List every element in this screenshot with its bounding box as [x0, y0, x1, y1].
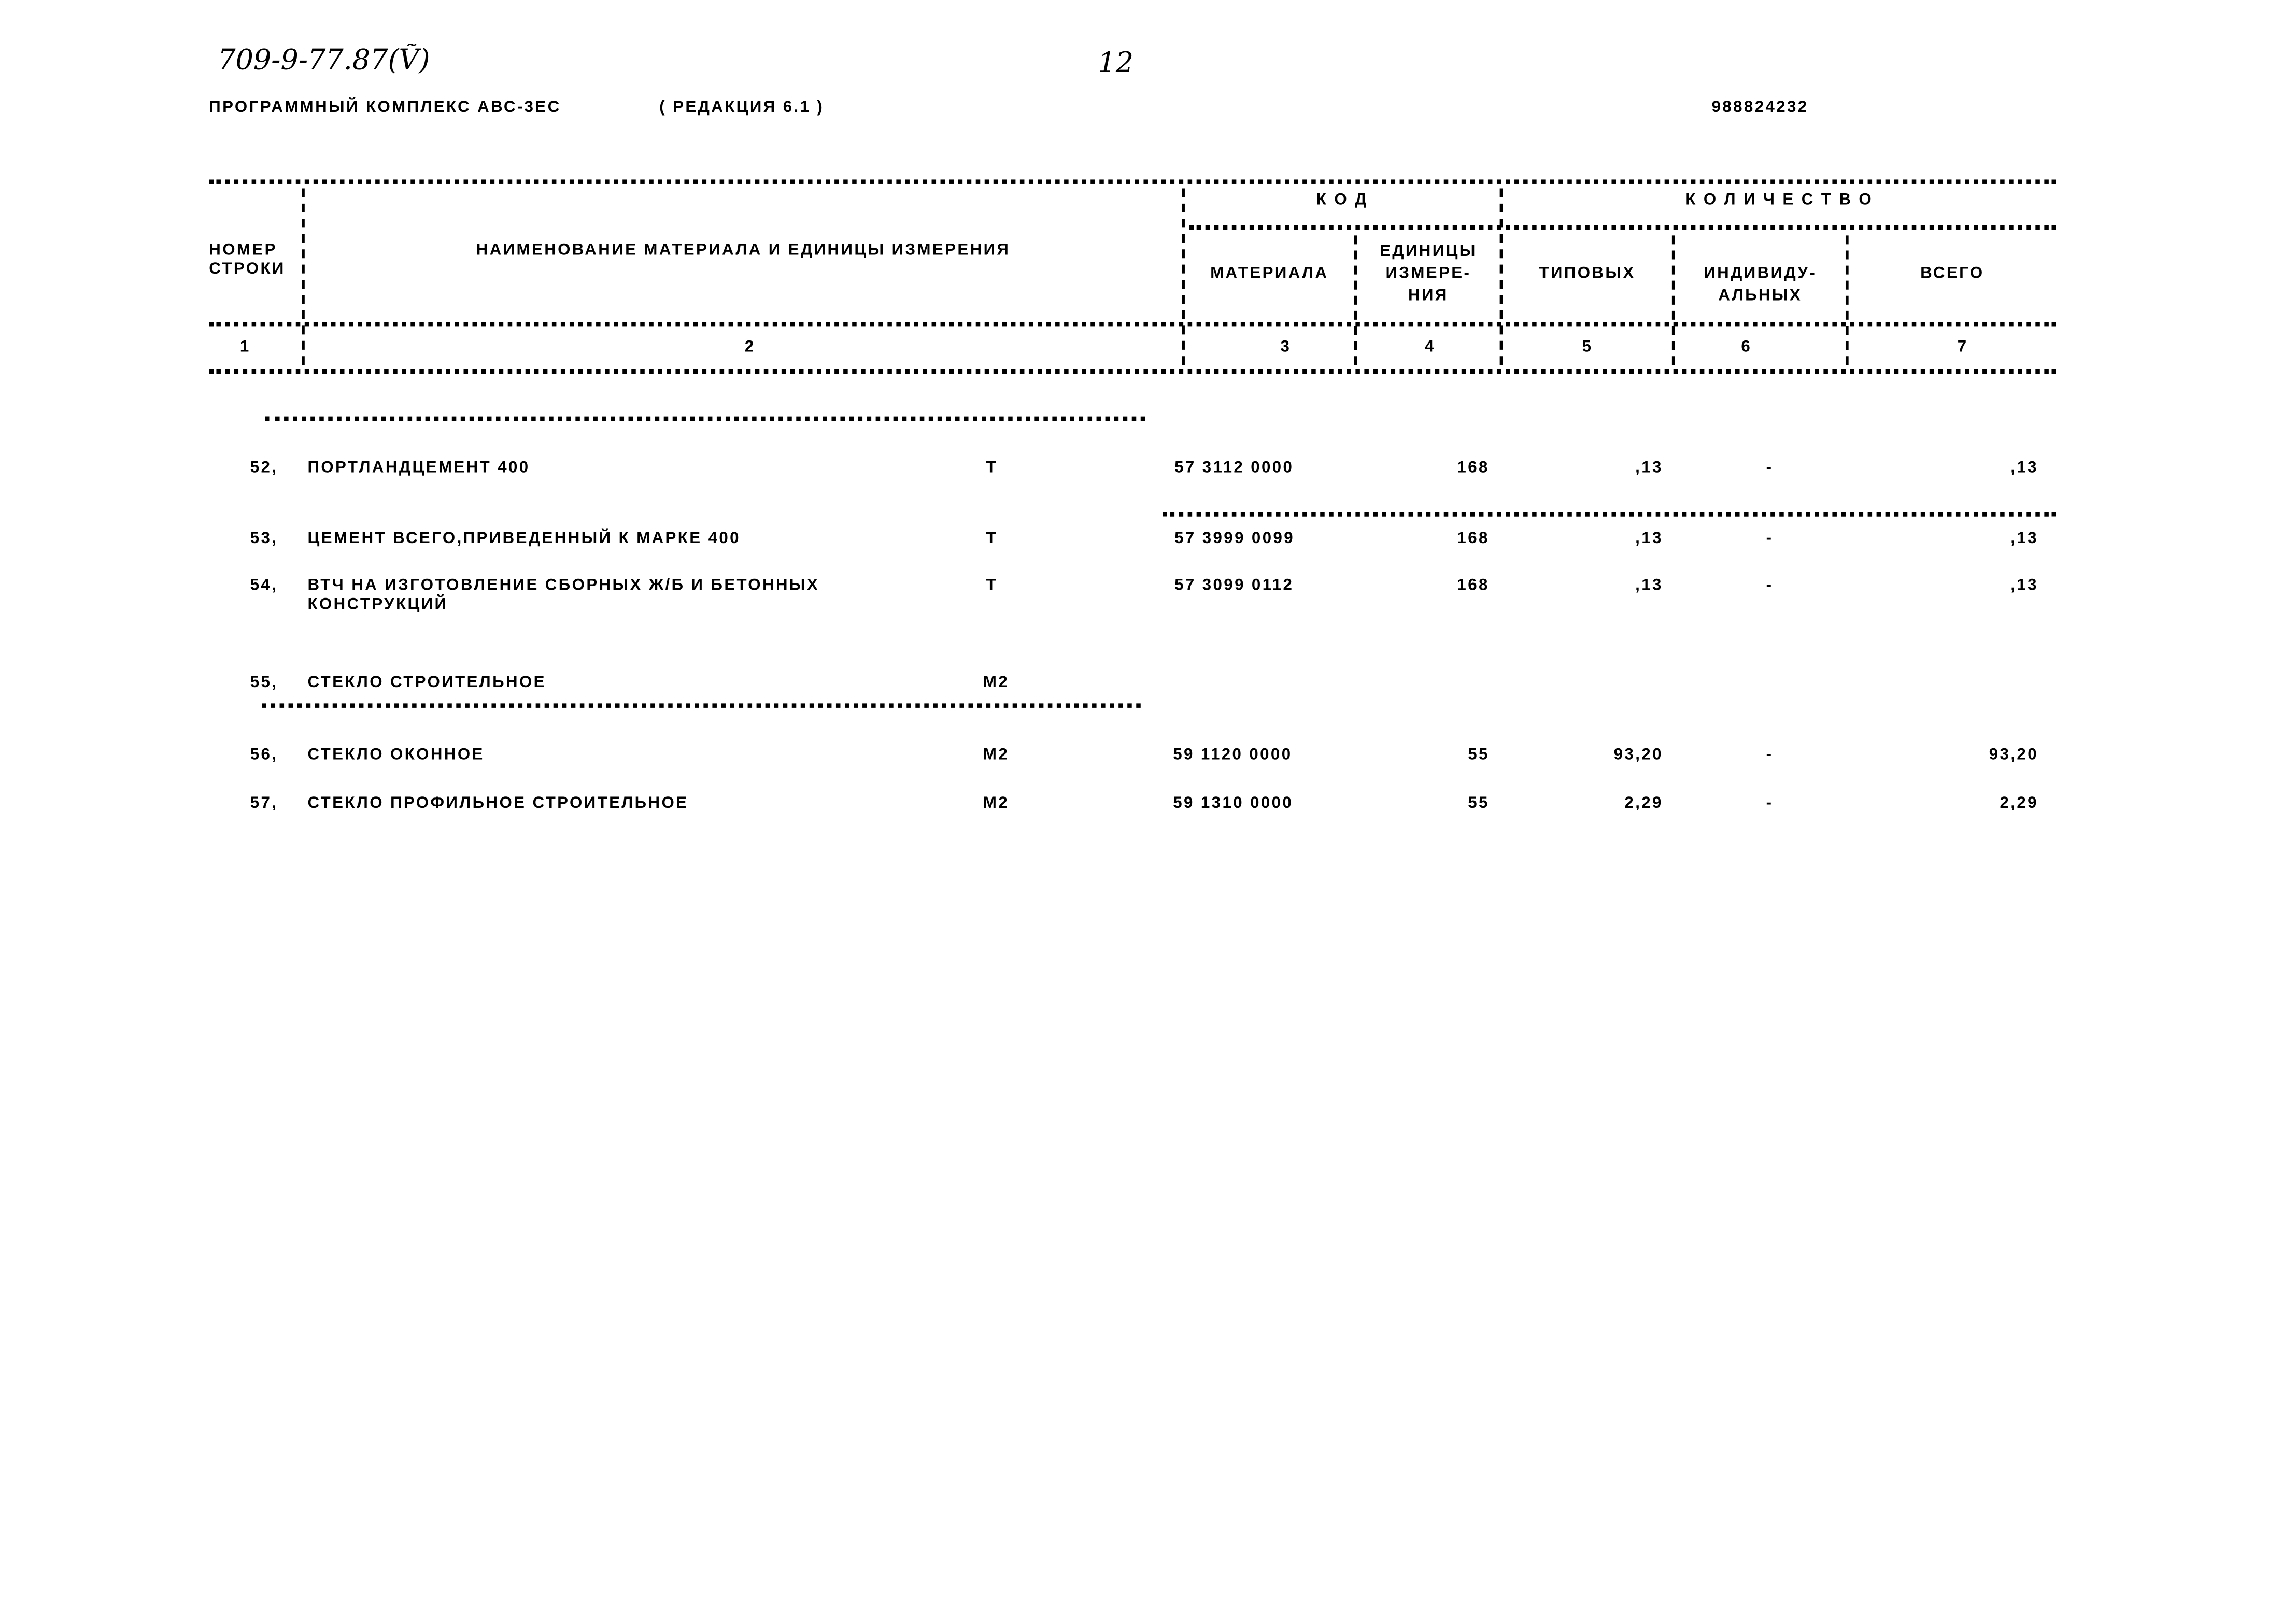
header-quantity-group: К О Л И Ч Е С Т В О	[1685, 191, 1874, 209]
individual-qty: -	[1766, 794, 1774, 813]
material-name: СТЕКЛО ПРОФИЛЬНОЕ СТРОИТЕЛЬНОЕ	[307, 794, 689, 813]
typical-qty: 93,20	[1613, 746, 1663, 764]
column-number: 7	[1957, 338, 1968, 357]
unit: Т	[986, 530, 998, 548]
material-code: 59 1310 0000	[1173, 794, 1294, 813]
unit-code: 168	[1457, 459, 1490, 477]
header-row-number-2: СТРОКИ	[209, 260, 286, 278]
row-number: 57,	[250, 794, 278, 813]
header-material: МАТЕРИАЛА	[1210, 265, 1329, 283]
row-number: 55,	[250, 674, 278, 692]
row-number: 56,	[250, 746, 278, 764]
row-number: 52,	[250, 459, 278, 477]
column-number: 6	[1741, 338, 1752, 357]
unit-code: 168	[1457, 530, 1490, 548]
individual-qty: -	[1766, 530, 1774, 548]
header-typical: ТИПОВЫХ	[1539, 265, 1636, 283]
header-individual-2: АЛЬНЫХ	[1718, 287, 1803, 305]
material-name: СТЕКЛО ОКОННОЕ	[307, 746, 485, 764]
header-row-number-1: НОМЕР	[209, 241, 277, 259]
column-number: 2	[744, 338, 756, 357]
divider	[265, 416, 1145, 421]
typical-qty: ,13	[1635, 530, 1663, 548]
unit: М2	[983, 794, 1010, 813]
divider	[209, 179, 2057, 184]
material-code: 57 3112 0000	[1174, 459, 1294, 477]
material-name: ЦЕМЕНТ ВСЕГО,ПРИВЕДЕННЫЙ К МАРКЕ 400	[307, 530, 741, 548]
row-number: 54,	[250, 577, 278, 595]
divider	[209, 369, 2057, 374]
column-number: 1	[239, 338, 251, 357]
header-code-group: К О Д	[1316, 191, 1368, 209]
total-qty: 93,20	[1989, 746, 2038, 764]
header-unit-2: ИЗМЕРЕ-	[1385, 265, 1471, 283]
typical-qty: 2,29	[1624, 794, 1663, 813]
unit-code: 55	[1468, 746, 1490, 764]
header-total: ВСЕГО	[1920, 265, 1985, 283]
divider	[209, 322, 2057, 327]
individual-qty: -	[1766, 577, 1774, 595]
material-name-cont: КОНСТРУКЦИЙ	[307, 596, 448, 614]
material-code: 57 3099 0112	[1174, 577, 1294, 595]
handwritten-doc-number: 709-9-77.87(Ṽ)	[218, 44, 430, 77]
edition: ( РЕДАКЦИЯ 6.1 )	[659, 98, 825, 117]
divider	[1845, 235, 1849, 365]
unit: Т	[986, 459, 998, 477]
unit-code: 168	[1457, 577, 1490, 595]
individual-qty: -	[1766, 746, 1774, 764]
header-individual-1: ИНДИВИДУ-	[1704, 265, 1817, 283]
material-name: ВТЧ НА ИЗГОТОВЛЕНИЕ СБОРНЫХ Ж/Б И БЕТОНН…	[307, 577, 820, 595]
typical-qty: ,13	[1635, 459, 1663, 477]
row-number: 53,	[250, 530, 278, 548]
total-qty: ,13	[2010, 577, 2038, 595]
divider	[262, 703, 1141, 708]
divider	[1189, 225, 2057, 230]
material-code: 57 3999 0099	[1174, 530, 1295, 548]
divider	[1671, 235, 1675, 365]
divider	[302, 188, 305, 365]
program-title: ПРОГРАММНЫЙ КОМПЛЕКС АВС-3ЕС	[209, 98, 561, 117]
unit: М2	[983, 746, 1010, 764]
total-qty: ,13	[2010, 530, 2038, 548]
header-unit-3: НИЯ	[1408, 287, 1449, 305]
column-number: 4	[1424, 338, 1436, 357]
header-name: НАИМЕНОВАНИЕ МАТЕРИАЛА И ЕДИНИЦЫ ИЗМЕРЕН…	[476, 241, 1011, 259]
material-name: ПОРТЛАНДЦЕМЕНТ 400	[307, 459, 530, 477]
total-qty: ,13	[2010, 459, 2038, 477]
individual-qty: -	[1766, 459, 1774, 477]
unit-code: 55	[1468, 794, 1490, 813]
divider	[1182, 188, 1185, 365]
document-code: 988824232	[1711, 98, 1809, 117]
divider	[1354, 235, 1357, 365]
column-number: 3	[1280, 338, 1292, 357]
total-qty: 2,29	[2000, 794, 2038, 813]
handwritten-page-number: 12	[1098, 47, 1134, 80]
unit: М2	[983, 674, 1010, 692]
divider	[1163, 512, 2057, 517]
unit: Т	[986, 577, 998, 595]
typical-qty: ,13	[1635, 577, 1663, 595]
column-number: 5	[1582, 338, 1593, 357]
material-code: 59 1120 0000	[1173, 746, 1293, 764]
material-name: СТЕКЛО СТРОИТЕЛЬНОЕ	[307, 674, 546, 692]
header-unit-1: ЕДИНИЦЫ	[1379, 243, 1477, 261]
divider	[1499, 188, 1503, 365]
